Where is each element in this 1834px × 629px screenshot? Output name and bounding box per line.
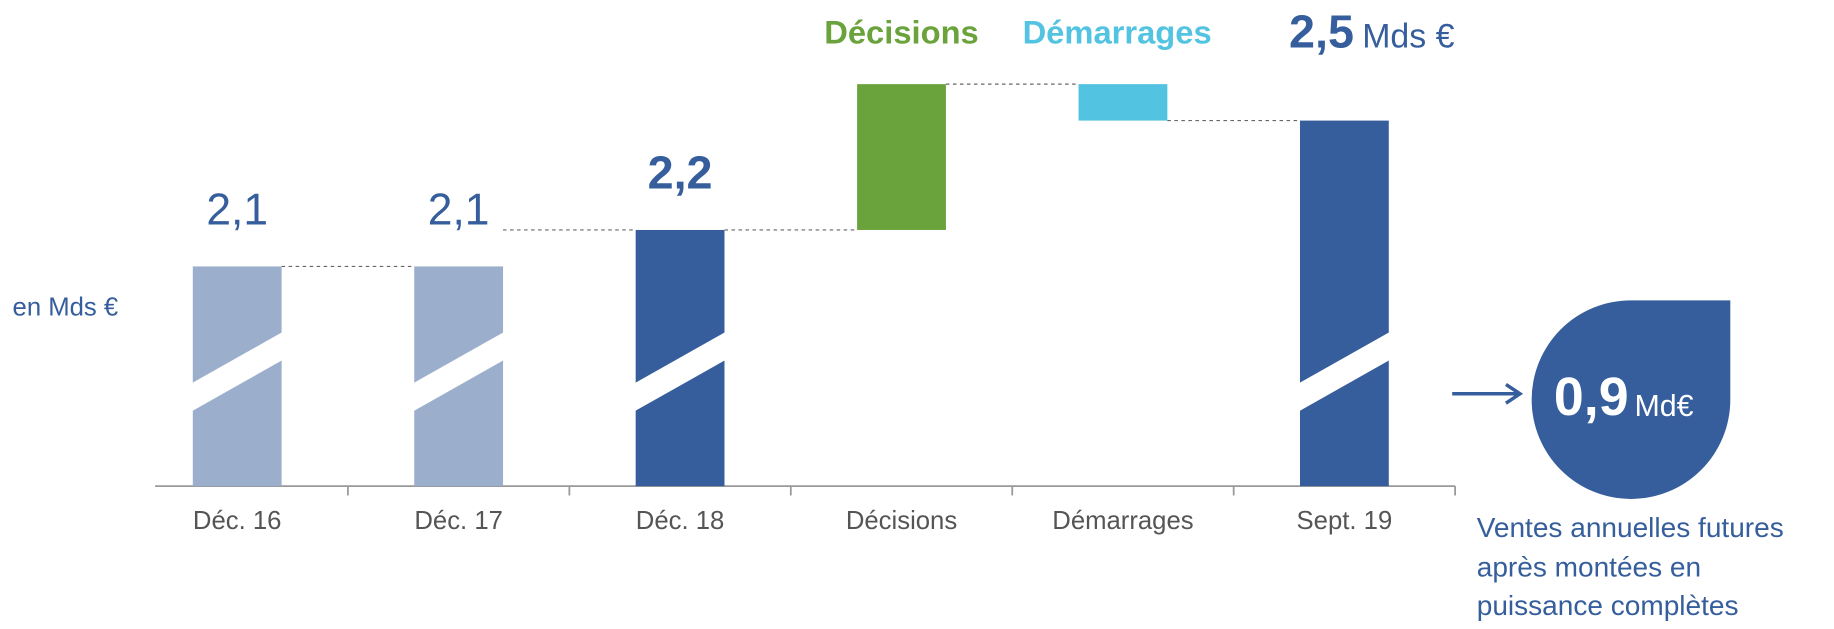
callout-bubble [1531,300,1731,499]
axis-break [413,331,505,412]
bar [1078,84,1168,121]
x-tick-label: Démarrages [1052,507,1193,535]
value-label: 2,5 [1289,5,1354,57]
x-tick-label: Déc. 16 [193,507,282,535]
legend-label: Décisions [824,14,979,51]
arrow-head [1504,382,1524,405]
callout-unit: Md€ [1634,389,1693,423]
y-axis-label: en Mds € [13,293,119,321]
axis-break [191,331,283,412]
x-tick-label: Déc. 17 [414,507,503,535]
bar [857,84,946,230]
bar [1299,120,1389,487]
legend-label: Démarrages [1023,14,1212,51]
total-unit: Mds € [1362,18,1454,56]
x-tick-label: Décisions [846,507,957,535]
value-label: 2,1 [428,185,490,234]
value-label: 2,1 [206,185,268,234]
callout-note: Ventes annuelles futures [1477,512,1784,543]
callout-note: après montées en [1477,551,1701,582]
value-label: 2,2 [648,147,713,199]
callout-note: puissance complètes [1477,590,1739,621]
callout-value: 0,9 [1554,367,1629,427]
x-tick-label: Déc. 18 [636,507,725,535]
x-tick-label: Sept. 19 [1297,507,1393,535]
axis-break [634,331,726,412]
axis-break [1298,331,1390,412]
